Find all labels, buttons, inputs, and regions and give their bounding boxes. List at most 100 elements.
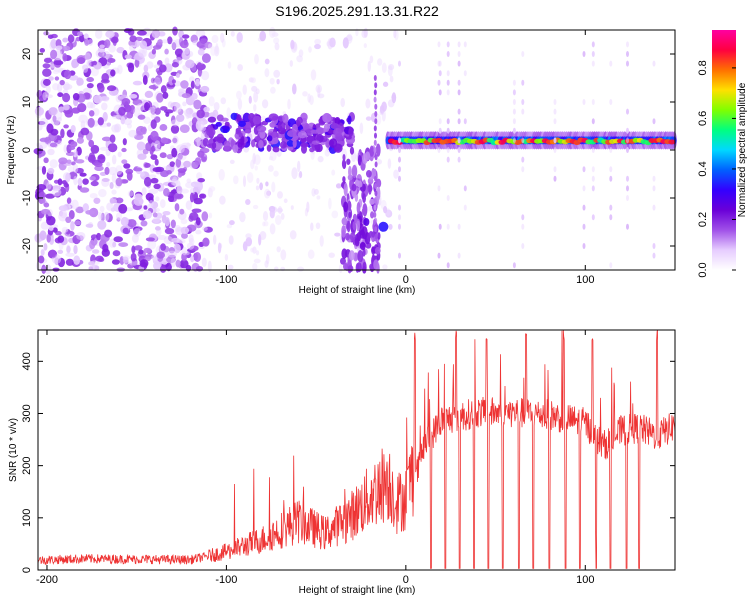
spectrogram-cell [196, 136, 201, 147]
spectrogram-cell [39, 137, 50, 143]
spectrogram-cell [109, 134, 116, 143]
spectrogram-cell [133, 197, 144, 206]
spectrogram-cell [79, 187, 90, 193]
spectrogram-cell [348, 211, 352, 219]
spectrogram-cell [165, 111, 170, 117]
spectrogram-cell [42, 68, 52, 77]
spectrogram-cell [292, 83, 297, 95]
spectrogram-cell [259, 182, 263, 191]
spectrogram-cell [376, 158, 383, 165]
spectrogram-cell [314, 38, 321, 45]
spectrogram-cell [182, 101, 187, 107]
spectrogram-cell [393, 29, 397, 39]
spectrogram-cell [398, 156, 401, 163]
spectrogram-cell [124, 54, 132, 59]
spectrogram-cell [39, 230, 47, 241]
spectrogram-x-tick-label: 0 [403, 274, 409, 286]
spectrogram-cell [201, 156, 207, 162]
spectrogram-cell [382, 264, 388, 270]
spectrogram-cell [609, 99, 613, 105]
spectrogram-cell [361, 208, 366, 215]
spectrogram-cell [185, 181, 195, 189]
spectrogram-cell [264, 58, 270, 65]
spectrogram-cell [250, 247, 254, 253]
spectrogram-cell [463, 185, 467, 192]
spectrogram-cell [167, 36, 173, 45]
spectrogram-cell [398, 204, 401, 211]
spectrogram-cell [193, 99, 202, 110]
snr-x-tick-label: -100 [215, 574, 237, 586]
spectrogram-cell [159, 152, 167, 159]
spectrogram-cell [43, 57, 53, 64]
spectrogram-cell [223, 140, 231, 151]
spectrogram-cell [172, 26, 178, 36]
spectrogram-cell [108, 44, 116, 53]
spectrogram-cell [76, 231, 86, 241]
snr-y-axis: 0 100 200 300 400 [21, 352, 675, 573]
spectrogram-cell [333, 127, 342, 137]
spectrogram-cell [170, 124, 180, 134]
spectrogram-cell [151, 48, 157, 55]
spectrogram-cell [160, 106, 168, 111]
spectrogram-cell [85, 223, 94, 228]
spectrogram-cell [123, 118, 133, 126]
spectrogram-cell [365, 151, 371, 161]
spectrogram-cell [253, 104, 257, 112]
spectrogram-cell [354, 233, 360, 247]
spectrogram-cell [153, 77, 161, 87]
spectrogram-cell [66, 159, 72, 164]
spectrogram-cell [373, 168, 377, 175]
spectrogram-cell [228, 235, 234, 245]
spectrogram-cell [139, 259, 149, 268]
spectrogram-cell [50, 38, 58, 49]
spectrogram-cell [196, 172, 203, 180]
spectrogram-cell [388, 223, 393, 230]
spectrogram-cell [213, 101, 220, 111]
spectrogram-cell [591, 99, 595, 105]
spectrogram-cell [64, 109, 74, 118]
spectrogram-cell [369, 55, 374, 64]
spectrogram-cell [70, 220, 75, 231]
spectrogram-cell [457, 108, 461, 115]
spectrogram-cell [197, 150, 205, 158]
spectrogram-cell [215, 121, 222, 127]
spectrogram-cell [553, 137, 557, 144]
spectrogram-cell [148, 106, 156, 114]
spectrogram-cell [230, 112, 238, 121]
spectrogram-cell [255, 135, 261, 142]
spectrogram-cell [200, 38, 208, 43]
spectrogram-cell [196, 62, 203, 71]
spectrogram-cell [268, 113, 279, 121]
spectrogram-cell [197, 48, 205, 56]
spectrogram-cell [252, 115, 262, 125]
spectrogram-cell [609, 60, 613, 67]
spectrogram-cell [102, 111, 108, 122]
spectrogram-cell [244, 129, 252, 134]
spectrogram-cell [457, 223, 461, 230]
spectrogram-cell [438, 118, 442, 125]
spectrogram-cell [164, 216, 170, 227]
spectrogram-cell [307, 93, 311, 103]
spectrogram-cell [41, 208, 51, 215]
spectrogram-cell [348, 127, 354, 137]
spectrogram-cell [111, 173, 117, 184]
spectrogram-cell [626, 41, 629, 48]
spectrogram-cell [373, 125, 377, 132]
spectrogram-cell [190, 80, 195, 89]
spectrogram-cell [203, 106, 210, 113]
spectrogram-cell [72, 93, 80, 101]
spectrogram-cell [137, 153, 147, 160]
spectrogram-cell [652, 60, 656, 67]
spectrogram-cell [273, 37, 280, 45]
spectrogram-cell [276, 78, 280, 85]
spectrogram-cell [373, 96, 377, 103]
snr-y-tick-label: 100 [21, 509, 33, 527]
spectrogram-cell [171, 147, 178, 158]
spectrogram-cell [457, 41, 461, 48]
spectrogram-cell [512, 127, 516, 134]
spectrogram-cell [317, 155, 324, 163]
spectrogram-cell [207, 260, 212, 273]
spectrogram-cell [315, 222, 321, 230]
spectrogram-cell [286, 130, 297, 138]
spectrogram-cell [347, 265, 354, 273]
